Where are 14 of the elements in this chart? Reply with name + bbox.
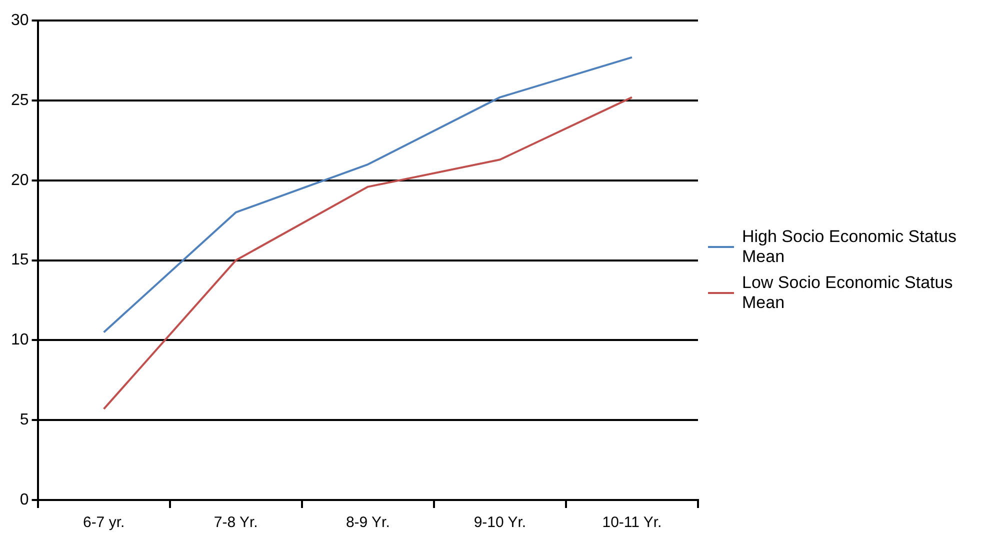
x-tick-label: 10-11 Yr. bbox=[602, 514, 662, 532]
x-tick-label: 9-10 Yr. bbox=[474, 514, 526, 532]
y-tick-label: 0 bbox=[20, 491, 29, 508]
legend-label: High Socio Economic Status Mean bbox=[742, 227, 958, 267]
x-tick-label: 7-8 Yr. bbox=[214, 514, 258, 532]
legend-label: Low Socio Economic Status Mean bbox=[742, 273, 954, 313]
y-tick-label: 15 bbox=[11, 252, 29, 269]
x-tick-label: 6-7 yr. bbox=[82, 514, 125, 532]
y-tick-label: 10 bbox=[11, 332, 29, 349]
x-tick-label: 8-9 Yr. bbox=[346, 514, 390, 532]
y-tick-label: 25 bbox=[11, 92, 29, 109]
y-tick-label: 30 bbox=[11, 12, 29, 30]
y-tick-label: 20 bbox=[11, 172, 29, 189]
y-tick-label: 5 bbox=[20, 412, 29, 429]
